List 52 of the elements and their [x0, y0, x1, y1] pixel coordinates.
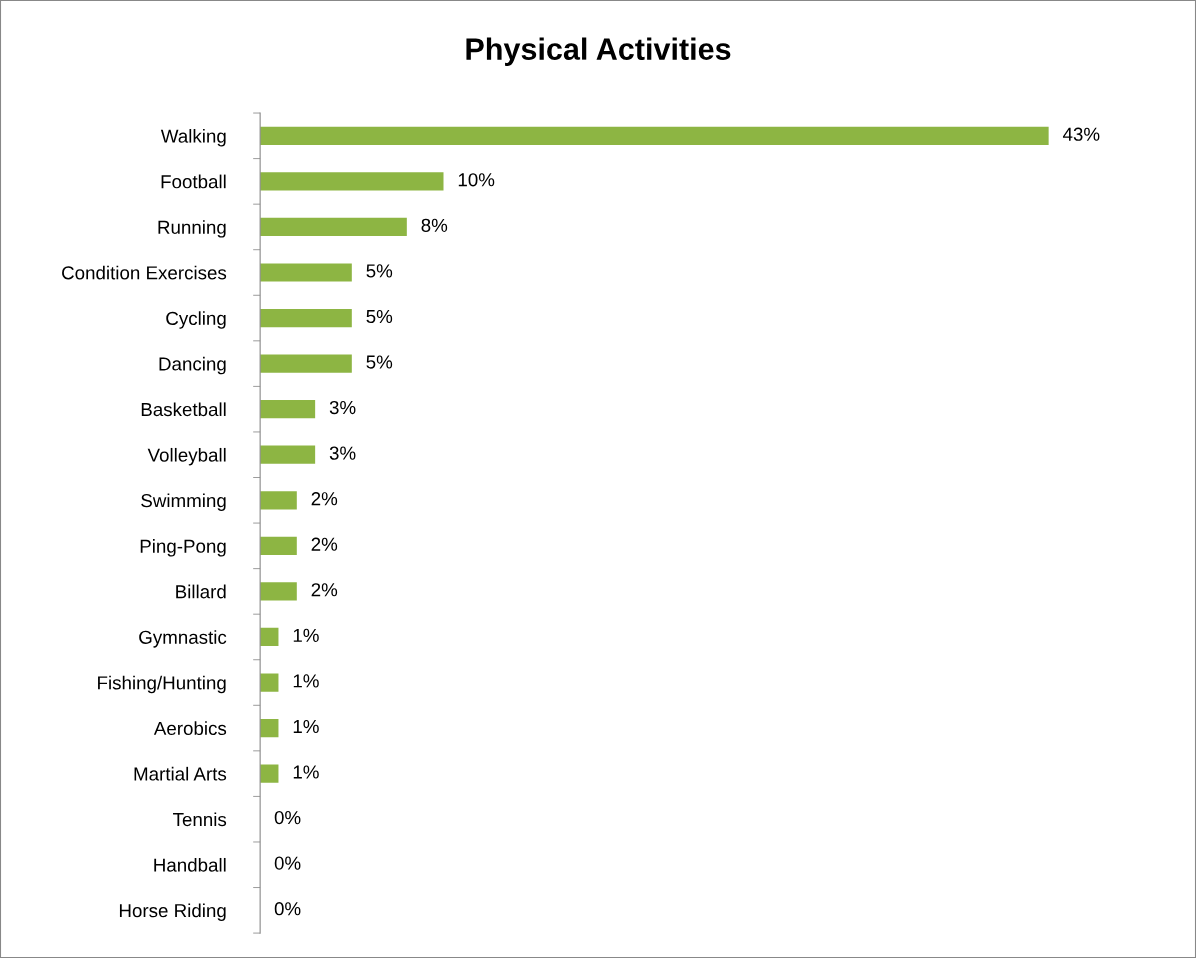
data-label: 0% [274, 856, 301, 870]
y-tick-label: Martial Arts [134, 766, 227, 781]
bar [260, 126, 1049, 145]
bar [260, 217, 407, 237]
data-label: 5% [366, 309, 393, 324]
y-tick-label: Billard [176, 584, 226, 599]
y-tick-label: Volleyball [147, 447, 226, 466]
bar [260, 764, 279, 783]
y-tick-label: Basketball [141, 402, 226, 417]
data-label: 0% [274, 902, 301, 916]
bar [260, 491, 297, 510]
bar [260, 673, 279, 692]
data-label: 2% [311, 583, 338, 597]
data-label: 1% [293, 674, 319, 688]
data-label: 1% [293, 628, 319, 642]
bar [260, 718, 279, 738]
data-label: 5% [366, 355, 393, 369]
data-label: 8% [421, 218, 448, 232]
y-tick-label: Gymnastic [139, 630, 227, 648]
data-label: 2% [311, 492, 338, 506]
chart-title: Physical Activities [466, 37, 731, 66]
y-tick-label: Aerobics [153, 721, 227, 736]
data-label: 3% [329, 400, 356, 415]
data-label: 5% [366, 264, 393, 278]
y-tick-label: Ping-Pong [140, 539, 226, 557]
y-tick-label: Football [161, 174, 226, 189]
y-tick-label: Condition Exercises [62, 265, 227, 280]
bar [260, 308, 352, 328]
y-tick-label: Horse Riding [119, 903, 226, 921]
y-tick-label: Swimming [141, 493, 226, 511]
bar [260, 536, 297, 555]
data-label: 43% [1062, 127, 1100, 141]
bar [260, 445, 316, 464]
bar [260, 400, 316, 419]
y-tick-label: Fishing/Hunting [98, 675, 226, 694]
bar [260, 582, 297, 601]
y-tick-label: Dancing [159, 356, 226, 375]
data-label: 2% [311, 537, 338, 551]
bar [260, 627, 279, 647]
y-tick-label: Walking [160, 129, 226, 147]
y-tick-label: Tennis [173, 812, 227, 827]
data-label: 0% [274, 810, 301, 825]
y-tick-label: Cycling [166, 311, 226, 329]
data-label: 3% [329, 446, 356, 460]
y-tick-label: Running [158, 220, 226, 238]
data-label: 1% [293, 719, 319, 734]
bar [260, 354, 352, 373]
y-tick-label: Handball [154, 857, 226, 872]
data-label: 10% [458, 173, 495, 187]
bar [260, 172, 444, 191]
bar [260, 263, 352, 282]
data-label: 1% [293, 765, 319, 779]
